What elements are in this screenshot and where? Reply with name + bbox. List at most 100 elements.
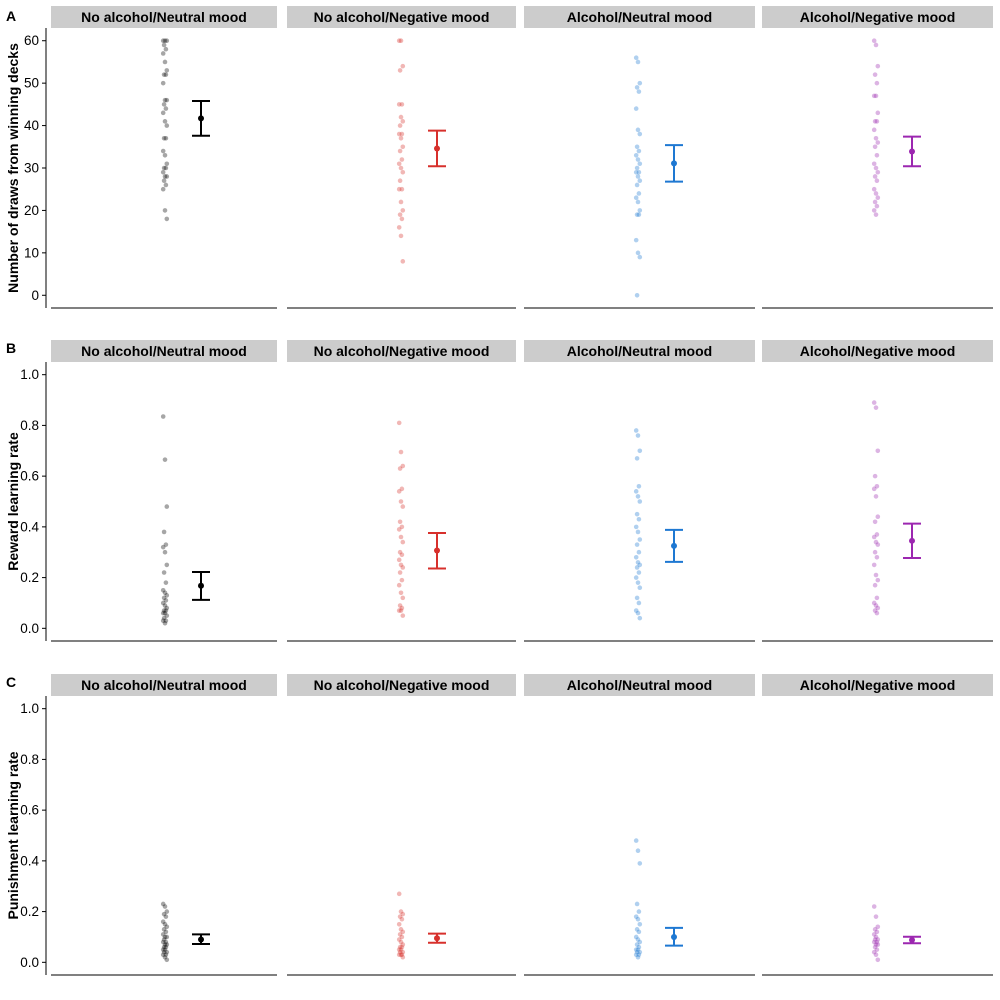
facet: Alcohol/Neutral mood	[524, 674, 755, 976]
data-point	[160, 80, 166, 86]
data-point	[397, 549, 403, 555]
data-point	[871, 161, 877, 167]
data-point	[874, 929, 880, 935]
data-point	[163, 608, 169, 613]
y-tick-label: 0.8	[20, 752, 39, 767]
data-point	[873, 539, 879, 545]
facet-strip	[524, 340, 755, 362]
data-point	[633, 489, 639, 494]
data-point	[399, 916, 405, 922]
data-point	[875, 605, 881, 611]
data-point	[635, 848, 641, 854]
data-point	[400, 208, 406, 213]
facet: No alcohol/Neutral mood	[51, 340, 277, 642]
data-point	[161, 72, 167, 77]
y-tick-label: 1.0	[20, 367, 39, 382]
facet-strip	[287, 674, 516, 696]
data-point	[636, 516, 642, 522]
data-point	[875, 957, 881, 963]
data-point	[397, 466, 403, 471]
data-point	[396, 891, 402, 897]
data-point	[399, 186, 405, 192]
data-point	[872, 582, 878, 588]
data-point	[873, 572, 879, 578]
data-point	[875, 448, 881, 454]
data-point	[162, 947, 168, 952]
data-point	[635, 494, 641, 499]
data-point	[163, 46, 169, 52]
y-tick-label: 60	[24, 33, 39, 48]
data-point	[633, 195, 639, 200]
data-point	[398, 927, 404, 932]
data-point	[161, 165, 167, 171]
data-point	[162, 174, 168, 179]
data-point	[634, 144, 640, 150]
data-point	[399, 102, 405, 107]
data-point	[396, 952, 402, 958]
data-point	[633, 952, 639, 958]
y-tick-label: 0.2	[20, 904, 39, 919]
data-point	[636, 944, 642, 950]
y-tick-label: 0.0	[20, 621, 39, 636]
data-point	[397, 519, 403, 525]
data-point	[399, 552, 405, 558]
data-point	[875, 937, 881, 942]
data-point	[637, 615, 643, 621]
y-tick-label: 10	[24, 245, 39, 260]
data-point	[872, 927, 878, 932]
data-point	[875, 63, 881, 69]
data-point	[634, 456, 640, 461]
data-point	[163, 929, 169, 935]
data-point	[163, 618, 169, 624]
data-point	[636, 169, 642, 175]
data-point	[637, 949, 643, 955]
data-point	[161, 937, 167, 942]
data-point	[399, 131, 405, 137]
data-point	[634, 901, 640, 907]
data-point	[635, 937, 641, 942]
y-tick-label: 0.2	[20, 570, 39, 585]
facet: Alcohol/Neutral mood	[524, 6, 755, 309]
data-point	[635, 250, 641, 256]
facet-strip	[51, 340, 277, 362]
data-point	[872, 944, 878, 950]
data-point	[163, 106, 169, 111]
data-point	[398, 499, 404, 504]
data-point	[875, 140, 881, 145]
data-point	[398, 136, 404, 141]
data-point	[162, 208, 168, 213]
data-point	[399, 524, 405, 530]
data-point	[635, 954, 641, 960]
data-point	[397, 914, 403, 919]
data-point	[397, 178, 403, 184]
mean-point	[671, 933, 677, 940]
data-point	[161, 911, 167, 917]
data-point	[637, 208, 643, 213]
data-point	[397, 944, 403, 950]
data-point	[400, 613, 406, 618]
data-point	[398, 114, 404, 120]
data-point	[398, 534, 404, 540]
data-point	[161, 570, 167, 575]
facet-title: Alcohol/Negative mood	[800, 677, 956, 693]
data-point	[396, 186, 402, 192]
data-point	[163, 944, 169, 950]
data-point	[399, 216, 405, 222]
data-point	[398, 909, 404, 914]
y-tick-label: 0	[31, 288, 39, 303]
facet-title: No alcohol/Negative mood	[314, 9, 490, 25]
data-point	[633, 555, 639, 560]
data-point	[873, 136, 879, 141]
data-point	[874, 119, 880, 124]
data-point	[160, 414, 166, 419]
data-point	[633, 237, 639, 243]
data-point	[635, 610, 641, 616]
data-point	[162, 119, 168, 124]
data-point	[871, 400, 877, 405]
data-point	[160, 148, 166, 154]
facet-strip	[762, 6, 993, 28]
data-point	[164, 68, 170, 73]
data-point	[160, 600, 166, 606]
y-tick-label: 0.4	[20, 519, 39, 534]
panel-a: A Number of draws from winning decks 0 10 20…	[5, 6, 993, 309]
